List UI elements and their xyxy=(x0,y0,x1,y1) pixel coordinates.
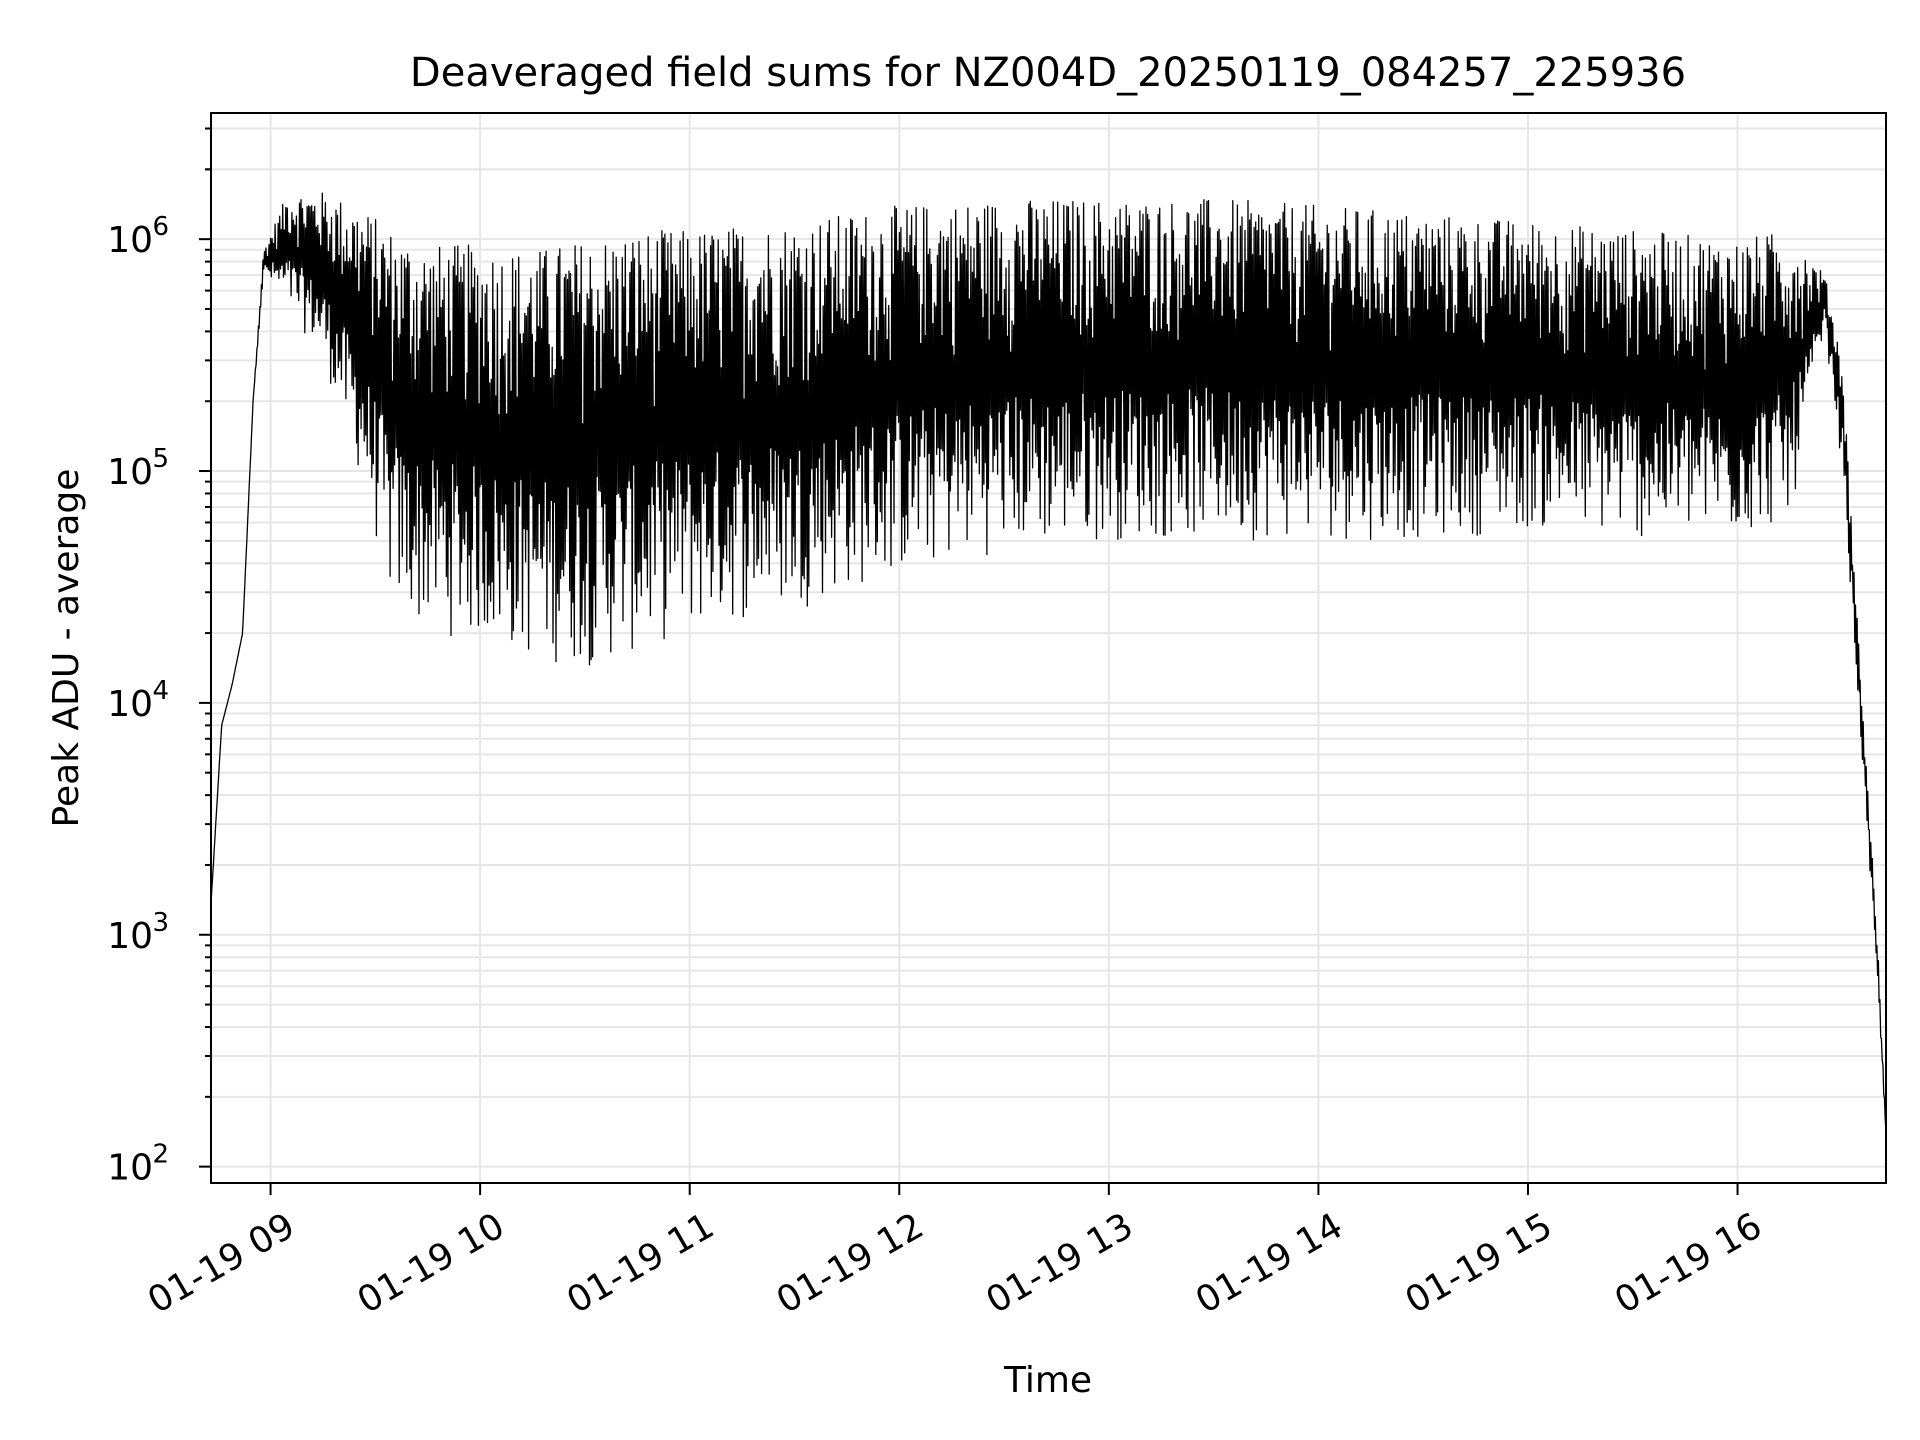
y-tick-exponent: 3 xyxy=(152,908,169,938)
x-tick-label: 01-19 13 xyxy=(979,1205,1140,1321)
x-tick-label: 01-19 11 xyxy=(560,1205,721,1321)
plot-frame xyxy=(210,112,1887,1184)
y-tick-exponent: 6 xyxy=(152,212,169,242)
series-group xyxy=(210,192,1887,1133)
y-tick-exponent: 5 xyxy=(152,444,169,474)
x-tick-label: 01-19 15 xyxy=(1399,1205,1560,1321)
y-tick-exponent: 2 xyxy=(152,1140,169,1170)
y-tick-label: 10 xyxy=(107,1148,153,1189)
series-line xyxy=(210,192,1887,1133)
x-tick-label: 01-19 09 xyxy=(141,1205,302,1321)
x-axis-label: Time xyxy=(1003,1360,1092,1401)
y-tick-label: 10 xyxy=(107,452,153,493)
y-axis-label: Peak ADU - average xyxy=(46,469,87,828)
y-tick-exponent: 4 xyxy=(152,676,169,706)
x-tick-label: 01-19 12 xyxy=(770,1205,931,1321)
y-tick-label: 10 xyxy=(107,220,153,261)
x-tick-label: 01-19 14 xyxy=(1189,1205,1350,1321)
chart-title: Deaveraged field sums for NZ004D_2025011… xyxy=(410,50,1686,96)
x-tick-label: 01-19 16 xyxy=(1608,1205,1769,1321)
y-tick-label: 10 xyxy=(107,684,153,725)
y-tick-label: 10 xyxy=(107,916,153,957)
x-tick-label: 01-19 10 xyxy=(351,1205,512,1321)
